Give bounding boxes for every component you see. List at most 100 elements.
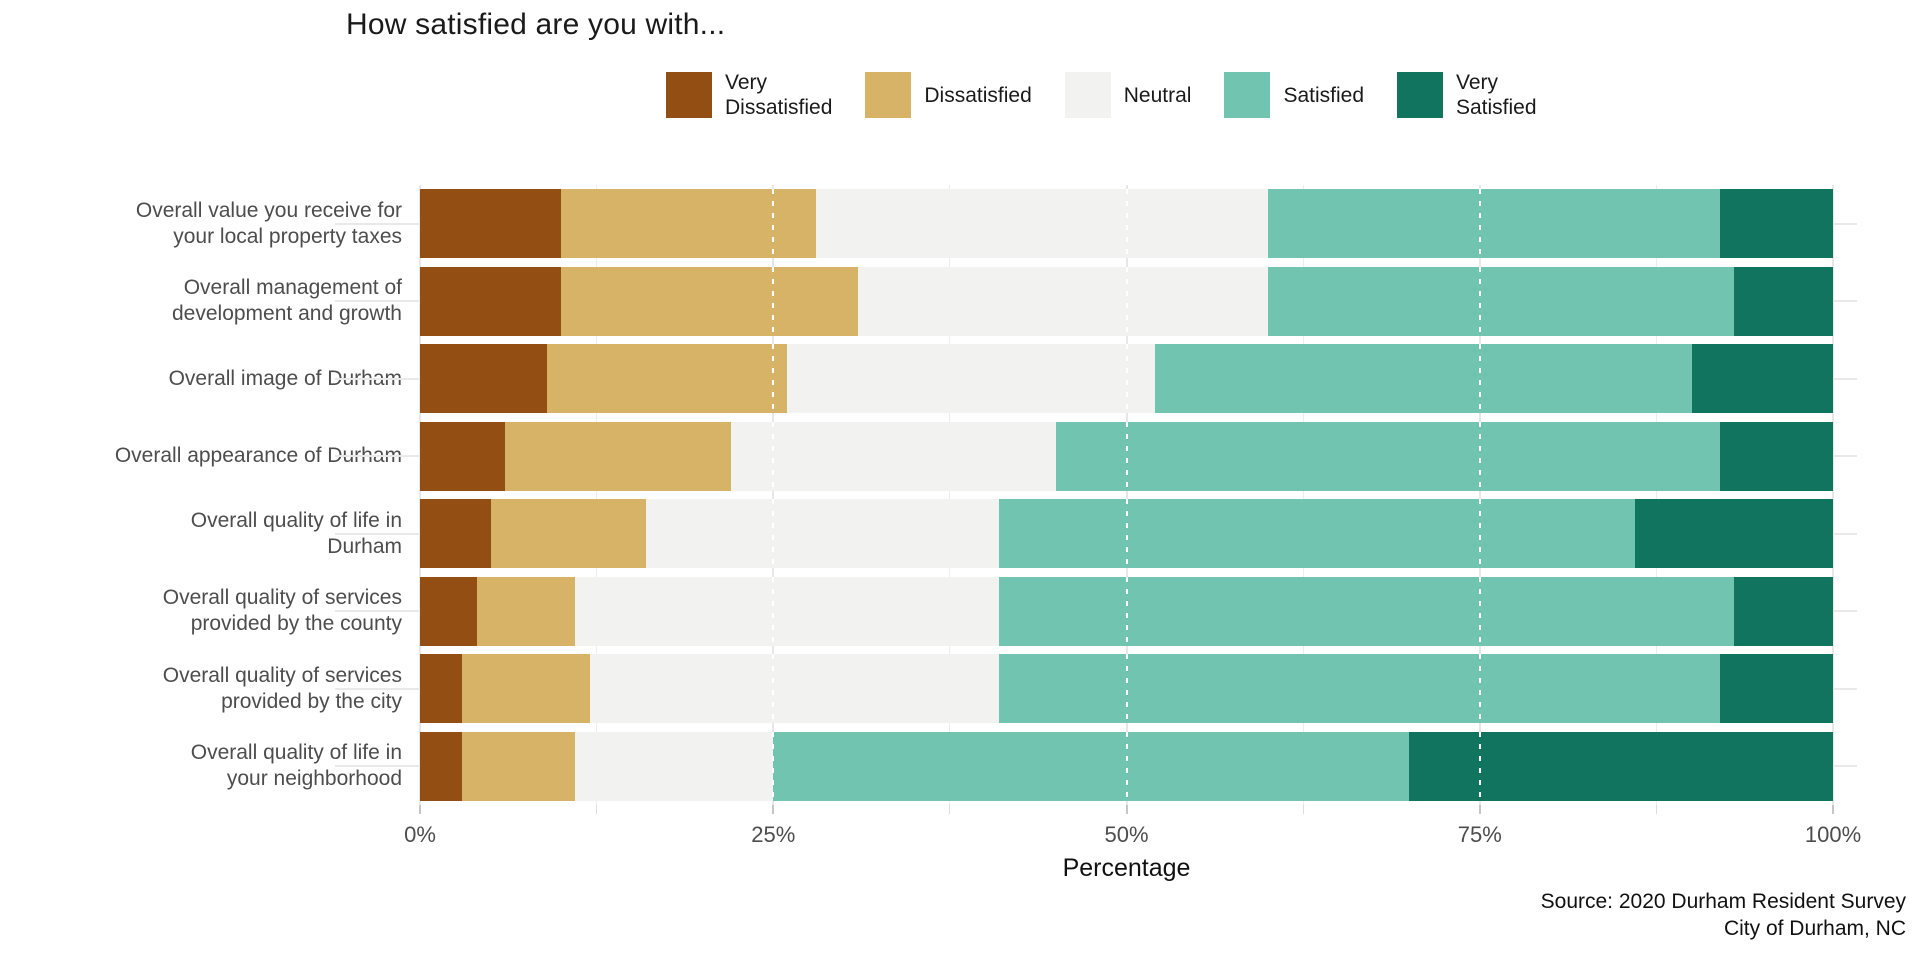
bar-segment-dissatisfied xyxy=(462,731,576,801)
y-axis-label: Overall appearance of Durham xyxy=(0,418,402,496)
x-axis-tick-marks xyxy=(419,805,1834,815)
bar-segment-very-satisfied xyxy=(1734,266,1833,336)
chart-legend: Very Dissatisfied Dissatisfied Neutral Satis… xyxy=(666,70,1537,120)
dotted-guide-line xyxy=(1478,189,1481,259)
y-axis-label-line: Overall quality of services xyxy=(162,586,402,610)
dotted-guide-line xyxy=(1125,654,1128,724)
bar-segment-dissatisfied xyxy=(504,421,731,491)
dotted-guide-line xyxy=(1125,731,1128,801)
bar-segment-satisfied xyxy=(773,731,1410,801)
y-axis-label-line: your neighborhood xyxy=(226,767,402,791)
source-caption-line-1: Source: 2020 Durham Resident Survey xyxy=(1540,890,1906,913)
y-axis-label: Overall value you receive for your local … xyxy=(0,185,402,263)
x-tick-mark-minor xyxy=(1302,805,1304,814)
dotted-guide-line xyxy=(1478,499,1481,569)
x-tick-mark-minor xyxy=(1655,805,1657,814)
bar-segment-dissatisfied xyxy=(462,654,590,724)
bar-row xyxy=(420,421,1833,491)
dotted-guide-line xyxy=(772,421,775,491)
bar-segment-neutral xyxy=(787,344,1155,414)
y-axis-label-line: Overall quality of life in xyxy=(190,741,402,765)
legend-label-line: Very xyxy=(725,71,768,94)
dotted-guide-line xyxy=(772,576,775,646)
dotted-guide-line xyxy=(1478,576,1481,646)
dotted-guide-line xyxy=(772,266,775,336)
legend-item-2: Neutral xyxy=(1064,72,1192,118)
x-tick-mark-major xyxy=(419,805,421,814)
y-axis-label-line: development and growth xyxy=(172,302,402,326)
y-axis-labels: Overall value you receive for your local … xyxy=(0,185,402,805)
gridline-vertical-major xyxy=(772,185,775,805)
x-tick-mark-minor xyxy=(596,805,598,814)
bar-segment-very-satisfied xyxy=(1691,344,1833,414)
legend-label-line: Satisfied xyxy=(1456,96,1537,119)
x-tick-label: 100% xyxy=(1804,822,1862,847)
x-tick-mark-major xyxy=(1125,805,1128,814)
dotted-guide-line xyxy=(1478,731,1481,801)
y-axis-label: Overall quality of life in Durham xyxy=(0,495,402,573)
bar-row xyxy=(420,499,1833,569)
x-tick-label: 75% xyxy=(1457,822,1502,847)
legend-label-line: Dissatisfied xyxy=(924,83,1032,107)
dotted-guide-line xyxy=(1125,344,1128,414)
legend-swatch-icon xyxy=(1397,72,1443,118)
bar-segment-very-dissatisfied xyxy=(420,266,562,336)
legend-item-0: Very Dissatisfied xyxy=(666,70,832,120)
legend-swatch-icon xyxy=(865,72,912,118)
dotted-guide-line xyxy=(1125,499,1128,569)
legend-label-line: Very xyxy=(1456,71,1499,94)
x-tick-mark-major xyxy=(1832,805,1834,814)
gridline-vertical-minor xyxy=(1302,185,1304,805)
legend-item-label: Very Satisfied xyxy=(1456,70,1537,120)
bar-segment-satisfied xyxy=(1055,421,1720,491)
bar-segment-very-satisfied xyxy=(1719,189,1833,259)
bar-segment-very-satisfied xyxy=(1635,499,1833,569)
dotted-guide-line xyxy=(772,731,775,801)
legend-item-1: Dissatisfied xyxy=(865,72,1032,118)
bar-row xyxy=(420,731,1833,801)
bar-row xyxy=(420,189,1833,259)
dotted-guide-line xyxy=(772,344,775,414)
y-axis-label: Overall quality of services provided by t… xyxy=(0,573,402,651)
bar-segment-satisfied xyxy=(1267,189,1720,259)
bar-segment-satisfied xyxy=(1154,344,1692,414)
bar-segment-neutral xyxy=(646,499,1000,569)
bar-segment-dissatisfied xyxy=(561,266,859,336)
bar-segment-dissatisfied xyxy=(490,499,647,569)
legend-item-4: Very Satisfied xyxy=(1397,70,1537,120)
legend-label-line: Satisfied xyxy=(1283,83,1364,107)
bar-segment-neutral xyxy=(730,421,1056,491)
legend-item-label: Neutral xyxy=(1124,83,1192,108)
dotted-guide-line xyxy=(772,499,775,569)
bar-segment-neutral xyxy=(575,576,1000,646)
x-tick-label: 50% xyxy=(1104,822,1149,847)
legend-label-line: Dissatisfied xyxy=(725,96,833,119)
y-axis-label: Overall management of development and gro… xyxy=(0,263,402,341)
y-axis-label-line: Durham xyxy=(327,534,402,558)
legend-item-label: Very Dissatisfied xyxy=(725,70,832,120)
chart-title: How satisfied are you with... xyxy=(346,8,726,41)
gridline-vertical-major xyxy=(1832,185,1834,805)
bar-segment-very-dissatisfied xyxy=(420,421,505,491)
bar-segment-very-dissatisfied xyxy=(420,731,463,801)
bar-segment-very-satisfied xyxy=(1409,731,1833,801)
bar-row xyxy=(420,344,1833,414)
dotted-guide-line xyxy=(1125,189,1128,259)
bar-row xyxy=(420,266,1833,336)
y-axis-label-line: Overall quality of services xyxy=(162,663,402,687)
x-tick-mark-minor xyxy=(949,805,951,814)
y-axis-label-line: Overall quality of life in xyxy=(190,508,402,532)
bar-segment-very-dissatisfied xyxy=(420,189,562,259)
gridline-vertical-major xyxy=(1125,185,1128,805)
plot-panel xyxy=(335,185,1857,805)
dotted-guide-line xyxy=(1478,421,1481,491)
legend-item-label: Dissatisfied xyxy=(924,83,1031,108)
bar-segment-neutral xyxy=(858,266,1268,336)
dotted-guide-line xyxy=(1478,654,1481,724)
gridline-vertical-minor xyxy=(1655,185,1657,805)
dotted-guide-line xyxy=(1125,421,1128,491)
bar-row xyxy=(420,654,1833,724)
bar-segment-dissatisfied xyxy=(547,344,788,414)
y-axis-label-line: Overall management of xyxy=(183,276,402,300)
bar-segment-satisfied xyxy=(999,654,1720,724)
